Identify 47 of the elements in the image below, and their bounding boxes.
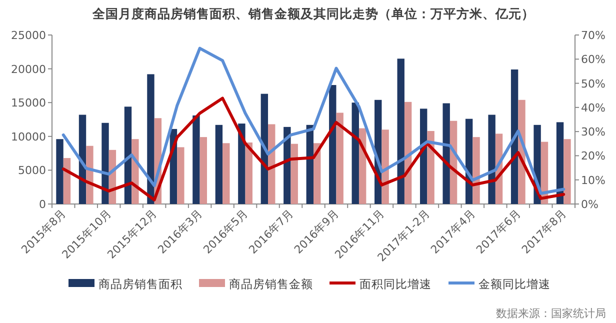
bar: [147, 74, 154, 204]
y-tick-label: 5000: [18, 164, 46, 178]
y2-tick-label: 40%: [581, 101, 606, 114]
chart-title: 全国月度商品房销售面积、销售金额及其同比走势（单位：万平方米、亿元）: [92, 6, 534, 21]
y2-tick-label: 50%: [581, 77, 606, 90]
y2-tick-label: 70%: [581, 29, 606, 42]
bar: [556, 122, 564, 204]
y-tick-label: 15000: [11, 96, 46, 110]
bar: [427, 130, 434, 204]
bar: [488, 114, 496, 204]
bar: [245, 142, 252, 204]
y-tick-label: 10000: [11, 130, 46, 144]
bar: [329, 85, 336, 204]
y-tick-label: 20000: [11, 62, 46, 76]
bar: [336, 112, 344, 204]
y2-tick-label: 0%: [581, 198, 598, 211]
bar: [397, 58, 404, 204]
bar: [192, 115, 200, 204]
bar: [352, 102, 359, 204]
bar: [222, 143, 230, 204]
y2-tick-label: 20%: [581, 150, 606, 163]
bar: [56, 139, 64, 204]
bar: [238, 124, 246, 204]
legend-label: 面积同比增速: [360, 277, 432, 291]
y-tick-label: 0: [39, 198, 46, 211]
bar: [200, 137, 208, 204]
bar: [290, 144, 298, 204]
bar: [510, 69, 518, 204]
bar: [382, 130, 389, 204]
bar: [177, 147, 184, 204]
legend-label: 商品房销售面积: [98, 277, 182, 291]
bar: [284, 126, 291, 204]
bar: [102, 122, 109, 204]
y2-tick-label: 30%: [581, 126, 606, 139]
y2-tick-label: 60%: [581, 53, 606, 66]
bar: [215, 124, 223, 204]
y2-tick-label: 10%: [581, 174, 606, 187]
bar: [63, 158, 71, 204]
y-tick-label: 25000: [11, 29, 46, 42]
legend-label: 金额同比增速: [478, 277, 550, 291]
bar: [442, 103, 450, 204]
bar: [564, 139, 571, 204]
legend-label: 商品房销售金额: [229, 277, 313, 291]
line-series: [62, 46, 566, 195]
bar: [124, 106, 132, 204]
line-series: [62, 96, 566, 202]
source-note: 数据来源：国家统计局: [496, 307, 606, 320]
